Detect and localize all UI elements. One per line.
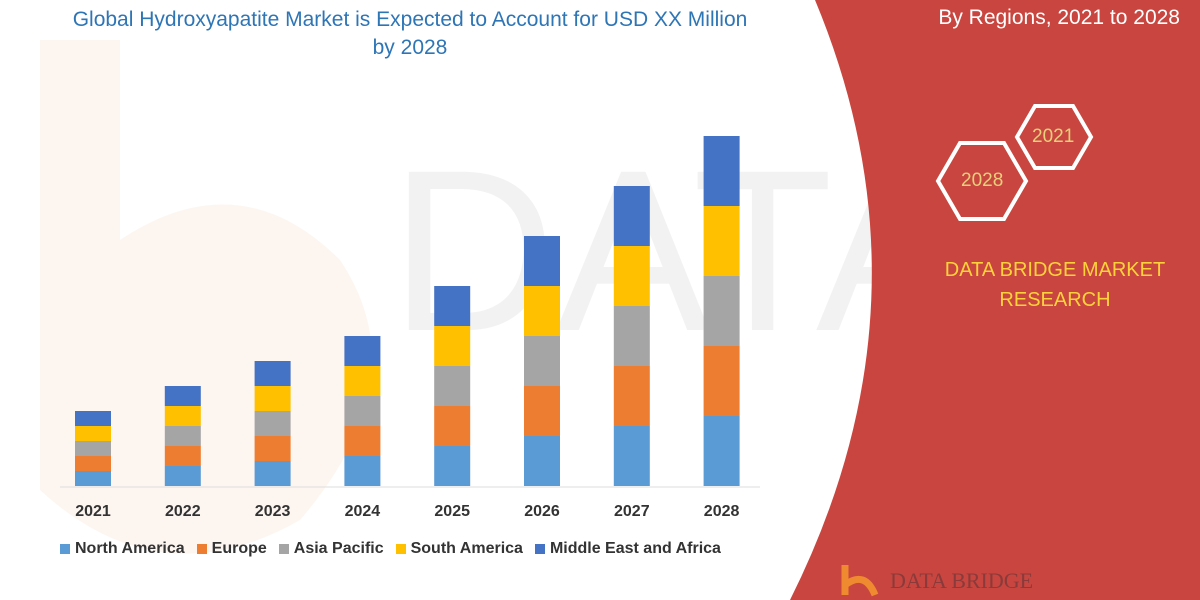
- brand-name: DATA BRIDGE MARKET RESEARCH: [944, 259, 1166, 311]
- bar-segment-2024-europe: [344, 426, 381, 456]
- legend-swatch: [196, 544, 207, 554]
- bar-segment-2023-asia-pacific: [254, 411, 291, 436]
- logo-icon: [841, 565, 879, 597]
- x-tick-label: 2028: [703, 503, 740, 520]
- x-tick-label: 2024: [344, 503, 381, 520]
- legend-item: Asia Pacific: [278, 540, 384, 558]
- legend-label: Europe: [211, 540, 267, 557]
- bar-segment-2022-middle-east-and-africa: [164, 386, 201, 406]
- bar-segment-2028-middle-east-and-africa: [703, 136, 740, 206]
- legend-label: North America: [75, 540, 185, 557]
- bar-segment-2023-middle-east-and-africa: [254, 361, 291, 386]
- bar-segment-2027-middle-east-and-africa: [613, 186, 650, 246]
- bar-segment-2022-north-america: [164, 466, 201, 486]
- bar-segment-2025-middle-east-and-africa: [434, 286, 471, 326]
- bar-segment-2026-middle-east-and-africa: [524, 236, 560, 286]
- bar-segment-2022-south-america: [164, 406, 201, 426]
- red-panel: [790, 0, 1200, 600]
- bar-segment-2028-europe: [703, 346, 740, 416]
- bar-segment-2026-north-america: [524, 436, 560, 486]
- bar-segment-2024-south-america: [344, 366, 381, 396]
- bar-segment-2028-asia-pacific: [703, 276, 740, 346]
- bar-segment-2024-north-america: [344, 456, 381, 486]
- bar-segment-2021-europe: [75, 456, 111, 471]
- x-tick-label: 2023: [254, 503, 291, 520]
- bar-segment-2026-south-america: [524, 286, 560, 336]
- bar-segment-2023-europe: [254, 436, 291, 461]
- bar-segment-2027-europe: [613, 366, 650, 426]
- bar-segment-2028-south-america: [703, 206, 740, 276]
- bar-segment-2021-north-america: [75, 471, 111, 486]
- hexagon-2021-icon: [1014, 104, 1094, 170]
- legend-label: South America: [410, 540, 523, 557]
- bar-segment-2027-south-america: [613, 246, 650, 306]
- x-tick-label: 2025: [434, 503, 470, 520]
- legend-swatch: [278, 544, 289, 554]
- bar-segment-2026-europe: [524, 386, 560, 436]
- legend-item: South America: [395, 540, 523, 558]
- x-tick-label: 2021: [75, 503, 111, 520]
- bar-segment-2021-asia-pacific: [75, 441, 111, 456]
- bar-segment-2021-middle-east-and-africa: [75, 411, 111, 426]
- legend-label: Asia Pacific: [293, 540, 384, 557]
- hexagon-label-2021: 2021: [1032, 126, 1075, 147]
- bar-segment-2024-asia-pacific: [344, 396, 381, 426]
- bar-segment-2027-north-america: [613, 426, 650, 486]
- bar-segment-2024-middle-east-and-africa: [344, 336, 381, 366]
- bar-segment-2023-north-america: [254, 461, 291, 486]
- bar-segment-2025-south-america: [434, 326, 471, 366]
- x-tick-label: 2022: [165, 503, 201, 520]
- legend-item: North America: [60, 540, 185, 558]
- bar-segment-2028-north-america: [703, 416, 740, 486]
- bar-segment-2025-asia-pacific: [434, 366, 471, 406]
- hexagon-2028-icon: [935, 141, 1029, 221]
- legend-swatch: [60, 544, 70, 554]
- bar-segment-2027-asia-pacific: [613, 306, 650, 366]
- legend-swatch: [395, 544, 406, 554]
- hexagon-label-2028: 2028: [961, 170, 1004, 191]
- legend-swatch: [534, 544, 545, 554]
- logo-text: DATA BRIDGE: [890, 568, 1034, 593]
- legend-label: Middle East and Africa: [549, 540, 721, 557]
- bar-segment-2025-europe: [434, 406, 471, 446]
- x-tick-label: 2026: [524, 503, 560, 520]
- bar-segment-2023-south-america: [254, 386, 291, 411]
- x-tick-label: 2027: [614, 503, 650, 520]
- legend-item: Middle East and Africa: [534, 540, 721, 558]
- bar-segment-2021-south-america: [75, 426, 111, 441]
- legend: North America Europe Asia Pacific South Ame…: [60, 540, 721, 558]
- chart-subtitle: By Regions, 2021 to 2028: [938, 6, 1180, 29]
- bar-segment-2026-asia-pacific: [524, 336, 560, 386]
- bar-segment-2022-europe: [164, 446, 201, 466]
- bar-segment-2025-north-america: [434, 446, 471, 486]
- legend-item: Europe: [196, 540, 267, 558]
- chart-title: Global Hydroxyapatite Market is Expected…: [72, 8, 748, 59]
- bar-segment-2022-asia-pacific: [164, 426, 201, 446]
